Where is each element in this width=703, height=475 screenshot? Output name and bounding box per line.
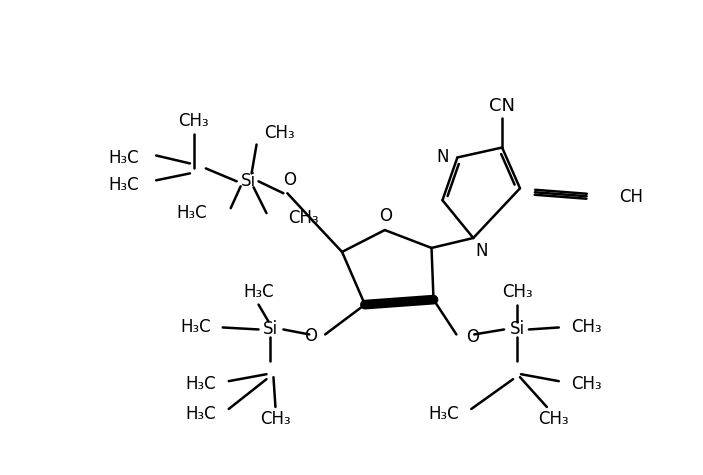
Text: CH₃: CH₃ — [179, 112, 209, 130]
Text: CH₃: CH₃ — [538, 410, 569, 428]
Text: CH₃: CH₃ — [288, 209, 319, 227]
Text: Si: Si — [510, 321, 524, 339]
Text: O: O — [380, 207, 392, 225]
Text: N: N — [475, 242, 488, 260]
Text: O: O — [304, 327, 317, 345]
Text: Si: Si — [263, 321, 278, 339]
Text: CN: CN — [489, 97, 515, 115]
Text: CH₃: CH₃ — [571, 375, 601, 393]
Text: H₃C: H₃C — [180, 318, 211, 336]
Text: O: O — [283, 171, 296, 189]
Text: H₃C: H₃C — [185, 375, 216, 393]
Text: CH₃: CH₃ — [260, 410, 291, 428]
Text: H₃C: H₃C — [243, 283, 274, 301]
Text: H₃C: H₃C — [109, 176, 139, 194]
Text: H₃C: H₃C — [185, 405, 216, 423]
Text: H₃C: H₃C — [429, 405, 459, 423]
Text: N: N — [436, 149, 449, 166]
Text: H₃C: H₃C — [109, 150, 139, 168]
Text: CH: CH — [619, 188, 643, 206]
Text: CH₃: CH₃ — [571, 318, 601, 336]
Text: H₃C: H₃C — [176, 204, 207, 222]
Text: O: O — [466, 328, 479, 346]
Text: CH₃: CH₃ — [502, 283, 532, 301]
Text: Si: Si — [241, 172, 256, 190]
Text: CH₃: CH₃ — [264, 124, 295, 142]
